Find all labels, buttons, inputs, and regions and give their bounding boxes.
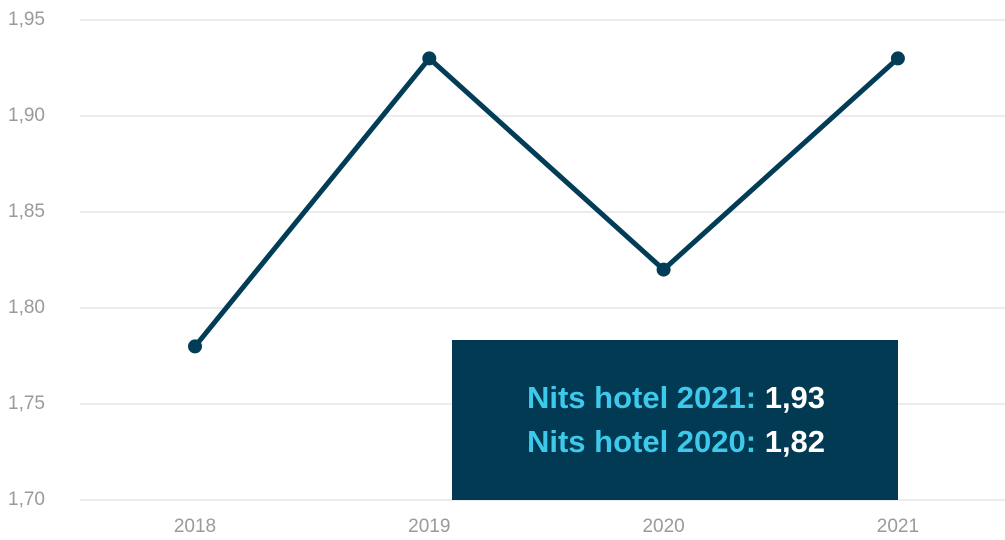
y-tick-label: 1,95 [8, 9, 45, 30]
annotation: Nits hotel 2021: 1,93 [527, 380, 825, 415]
y-tick-label: 1,70 [8, 489, 45, 510]
x-tick-label: 2018 [174, 516, 216, 537]
point [188, 339, 202, 354]
annotation-value: 1,93 [765, 380, 825, 415]
x-tick-label: 2021 [877, 516, 919, 537]
x-tick-label: 2019 [408, 516, 450, 537]
annotation-name: Nits hotel 2021: [527, 380, 756, 415]
point [890, 51, 905, 66]
y-tick-label: 1,85 [8, 201, 45, 222]
x-tick-label: 2020 [642, 516, 684, 537]
y-tick-label: 1,90 [8, 105, 45, 126]
line [193, 55, 900, 348]
annotation-value: 1,82 [765, 424, 825, 459]
annotation-box [452, 340, 898, 500]
y-tick-label: 1,75 [8, 393, 45, 414]
annotation-name: Nits hotel 2020: [527, 424, 756, 459]
annotation: Nits hotel 2020: 1,82 [527, 424, 825, 459]
point [656, 262, 671, 277]
y-tick-label: 1,80 [8, 297, 45, 318]
point [422, 51, 437, 66]
